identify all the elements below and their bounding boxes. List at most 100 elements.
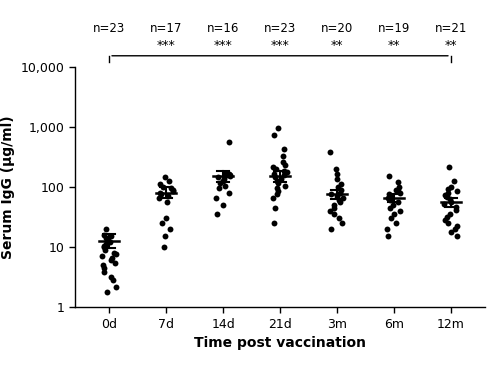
Point	[445, 165, 453, 171]
Point	[394, 199, 402, 205]
Point	[100, 269, 108, 275]
Point	[270, 220, 278, 226]
Point	[220, 170, 228, 176]
Point	[166, 226, 174, 232]
Point	[388, 202, 396, 208]
Point	[272, 205, 280, 211]
Point	[452, 226, 460, 232]
Point	[156, 181, 164, 187]
Point	[160, 244, 168, 250]
Point	[443, 213, 451, 219]
Point	[164, 193, 172, 199]
Point	[110, 260, 118, 266]
Point	[106, 239, 114, 245]
Point	[337, 181, 345, 187]
Point	[169, 186, 177, 192]
Point	[454, 188, 462, 194]
Point	[226, 139, 234, 145]
Point	[112, 252, 120, 258]
Point	[107, 233, 115, 239]
Point	[441, 217, 449, 223]
Point	[386, 205, 394, 211]
Point	[102, 235, 110, 241]
Point	[280, 172, 288, 178]
Point	[219, 202, 227, 208]
Point	[274, 188, 282, 194]
Point	[108, 277, 116, 283]
Point	[268, 165, 276, 171]
Point	[157, 191, 165, 197]
Point	[164, 199, 172, 205]
Point	[338, 195, 346, 201]
Point	[225, 171, 233, 177]
Point	[335, 197, 343, 203]
Point	[280, 154, 287, 159]
Point	[280, 168, 288, 174]
Point	[326, 208, 334, 214]
Text: n=20: n=20	[321, 22, 353, 36]
Point	[165, 178, 173, 184]
Point	[216, 180, 224, 186]
Point	[276, 176, 284, 182]
Point	[385, 173, 393, 179]
Point	[280, 147, 288, 152]
Point	[452, 233, 460, 239]
Point	[444, 191, 452, 196]
Point	[336, 190, 344, 196]
Text: n=21: n=21	[434, 22, 467, 36]
Point	[270, 132, 278, 138]
Point	[100, 243, 108, 249]
Point	[161, 174, 169, 180]
Point	[447, 184, 455, 190]
Point	[396, 184, 404, 190]
Point	[442, 194, 450, 200]
Point	[162, 233, 170, 239]
Point	[100, 244, 108, 250]
Point	[274, 191, 281, 197]
Point	[447, 199, 455, 205]
Point	[223, 172, 231, 178]
Point	[98, 262, 106, 268]
Point	[330, 205, 338, 211]
Point	[332, 193, 340, 199]
Point	[337, 186, 345, 192]
Point	[336, 199, 344, 205]
Text: n=17: n=17	[150, 22, 182, 36]
Point	[444, 220, 452, 226]
Point	[156, 195, 164, 201]
Point	[335, 215, 343, 221]
Point	[279, 159, 287, 165]
Point	[226, 172, 234, 178]
Point	[112, 283, 120, 289]
Point	[452, 204, 460, 209]
Point	[226, 173, 234, 179]
Point	[98, 253, 106, 259]
Point	[101, 247, 109, 253]
Point	[387, 193, 395, 199]
Point	[169, 188, 177, 194]
Point	[330, 202, 338, 208]
Text: n=19: n=19	[378, 22, 410, 36]
Point	[338, 220, 346, 226]
Point	[452, 223, 460, 229]
Text: n=16: n=16	[207, 22, 239, 36]
Point	[106, 258, 114, 263]
Text: **: **	[388, 39, 400, 52]
Point	[452, 206, 460, 212]
Point	[441, 192, 449, 198]
Point	[390, 211, 398, 217]
Text: **: **	[444, 39, 457, 52]
Point	[102, 242, 110, 248]
Point	[220, 176, 228, 182]
Point	[328, 226, 336, 232]
Point	[156, 190, 164, 196]
Point	[102, 226, 110, 232]
Point	[274, 180, 282, 186]
Point	[220, 178, 228, 184]
Text: ***: ***	[156, 39, 176, 52]
Point	[272, 166, 280, 172]
Point	[334, 184, 342, 190]
Point	[392, 186, 400, 192]
Point	[334, 171, 342, 177]
Point	[283, 169, 291, 175]
